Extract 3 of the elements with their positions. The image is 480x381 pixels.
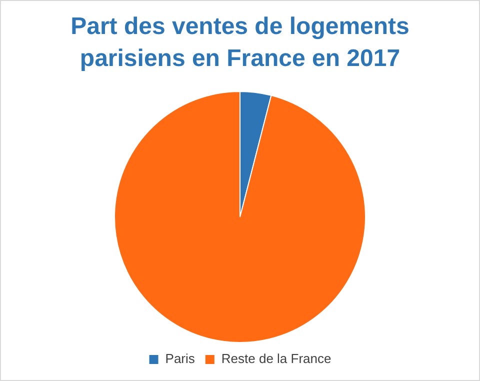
legend-label: Paris [165, 351, 196, 366]
chart-title: Part des ventes de logements parisiens en France en 2017 [70, 12, 410, 74]
legend-label: Reste de la France [221, 351, 332, 366]
